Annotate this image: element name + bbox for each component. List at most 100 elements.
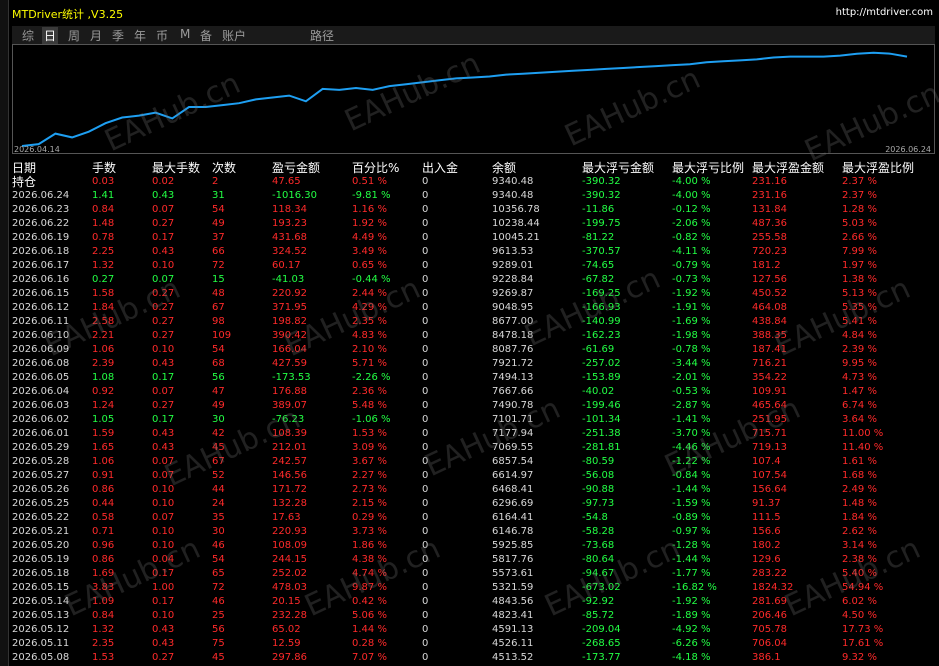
table-cell: 0 bbox=[422, 344, 429, 355]
table-cell: 180.2 bbox=[752, 540, 781, 551]
table-cell: 127.56 bbox=[752, 274, 787, 285]
row-date: 2026.05.11 bbox=[12, 638, 70, 649]
table-cell: 5.06 % bbox=[352, 610, 387, 621]
table-cell: 17.73 % bbox=[842, 624, 884, 635]
table-cell: 30 bbox=[212, 414, 225, 425]
table-cell: 1824.32 bbox=[752, 582, 794, 593]
table-cell: 1.68 % bbox=[842, 470, 877, 481]
table-cell: 9.87 % bbox=[352, 582, 387, 593]
table-cell: 0 bbox=[422, 428, 429, 439]
row-date: 2026.05.08 bbox=[12, 652, 70, 663]
table-cell: -0.82 % bbox=[672, 232, 711, 243]
table-cell: -56.08 bbox=[582, 470, 615, 481]
table-cell: -199.46 bbox=[582, 400, 621, 411]
table-cell: 30 bbox=[212, 526, 225, 537]
table-cell: 7177.94 bbox=[492, 428, 534, 439]
table-cell: 0.10 bbox=[152, 610, 175, 621]
tab[interactable]: 季 bbox=[112, 29, 125, 43]
table-cell: 6614.97 bbox=[492, 470, 534, 481]
table-cell: 1.69 bbox=[92, 568, 115, 579]
column-header: 百分比% bbox=[352, 161, 400, 175]
row-date: 2026.05.22 bbox=[12, 512, 70, 523]
table-cell: 0 bbox=[422, 358, 429, 369]
row-date: 2026.06.24 bbox=[12, 190, 70, 201]
table-cell: -0.97 % bbox=[672, 526, 711, 537]
table-cell: 0 bbox=[422, 386, 429, 397]
table-cell: -61.69 bbox=[582, 344, 615, 355]
row-date: 2026.06.23 bbox=[12, 204, 70, 215]
table-cell: 8478.18 bbox=[492, 330, 534, 341]
table-cell: 0.29 % bbox=[352, 512, 387, 523]
table-cell: 2.37 % bbox=[842, 190, 877, 201]
table-cell: 252.02 bbox=[272, 568, 307, 579]
table-cell: 54 bbox=[212, 344, 225, 355]
table-cell: 9289.01 bbox=[492, 260, 534, 271]
table-cell: 1.97 % bbox=[842, 260, 877, 271]
table-cell: -1.44 % bbox=[672, 484, 711, 495]
row-date: 2026.06.04 bbox=[12, 386, 70, 397]
table-cell: -80.59 bbox=[582, 456, 615, 467]
table-cell: 17.63 bbox=[272, 512, 301, 523]
table-cell: 48 bbox=[212, 288, 225, 299]
table-cell: -54.8 bbox=[582, 512, 608, 523]
table-cell: 388.35 bbox=[752, 330, 787, 341]
table-cell: -1.92 % bbox=[672, 596, 711, 607]
table-cell: 108.09 bbox=[272, 540, 307, 551]
row-date: 持仓 bbox=[12, 175, 37, 189]
table-cell: 2.35 % bbox=[352, 316, 387, 327]
tab[interactable]: 备 bbox=[200, 29, 213, 43]
table-cell: -16.82 % bbox=[672, 582, 717, 593]
tab[interactable]: 日 bbox=[42, 27, 59, 44]
table-cell: -1016.30 bbox=[272, 190, 317, 201]
table-cell: 0.43 bbox=[152, 190, 175, 201]
table-cell: 3.73 % bbox=[352, 526, 387, 537]
table-cell: -90.88 bbox=[582, 484, 615, 495]
table-cell: 129.6 bbox=[752, 554, 781, 565]
table-cell: 72 bbox=[212, 260, 225, 271]
table-cell: 9048.95 bbox=[492, 302, 534, 313]
tab[interactable]: 账户 bbox=[222, 29, 247, 43]
table-cell: 47 bbox=[212, 386, 225, 397]
table-cell: 11.00 % bbox=[842, 428, 884, 439]
tab[interactable]: M bbox=[180, 27, 191, 41]
tab[interactable]: 综 bbox=[22, 29, 35, 43]
table-cell: 10356.78 bbox=[492, 204, 540, 215]
table-cell: 198.82 bbox=[272, 316, 307, 327]
table-cell: -1.06 % bbox=[352, 414, 391, 425]
row-date: 2026.06.09 bbox=[12, 344, 70, 355]
table-cell: 187.41 bbox=[752, 344, 787, 355]
table-cell: -0.78 % bbox=[672, 344, 711, 355]
row-date: 2026.06.10 bbox=[12, 330, 70, 341]
table-cell: 1.53 bbox=[92, 652, 115, 663]
tab[interactable]: 路径 bbox=[310, 29, 335, 43]
table-cell: 1.84 % bbox=[842, 512, 877, 523]
tab[interactable]: 年 bbox=[134, 29, 147, 43]
tab[interactable]: 周 bbox=[68, 29, 81, 43]
table-cell: -4.00 % bbox=[672, 190, 711, 201]
table-cell: 720.23 bbox=[752, 246, 787, 257]
table-cell: -0.44 % bbox=[352, 274, 391, 285]
table-cell: -173.53 bbox=[272, 372, 311, 383]
table-cell: -3.70 % bbox=[672, 428, 711, 439]
tab[interactable]: 币 bbox=[156, 29, 169, 43]
row-date: 2026.05.18 bbox=[12, 568, 70, 579]
column-header: 次数 bbox=[212, 161, 237, 175]
table-cell: 0 bbox=[422, 456, 429, 467]
table-cell: 0.10 bbox=[152, 498, 175, 509]
column-header: 最大浮盈比例 bbox=[842, 161, 915, 175]
table-cell: 60.17 bbox=[272, 260, 301, 271]
site-link[interactable]: http://mtdriver.com bbox=[835, 7, 933, 18]
table-cell: 181.2 bbox=[752, 260, 781, 271]
table-cell: -1.91 % bbox=[672, 302, 711, 313]
row-date: 2026.06.11 bbox=[12, 316, 70, 327]
table-cell: -257.02 bbox=[582, 358, 621, 369]
table-cell: -268.65 bbox=[582, 638, 621, 649]
row-date: 2026.05.14 bbox=[12, 596, 70, 607]
row-date: 2026.06.15 bbox=[12, 288, 70, 299]
tab[interactable]: 月 bbox=[90, 29, 103, 43]
app-title: MTDriver统计 ,V3.25 bbox=[12, 8, 124, 21]
table-cell: 371.95 bbox=[272, 302, 307, 313]
table-cell: 12.59 bbox=[272, 638, 301, 649]
table-cell: -2.87 % bbox=[672, 400, 711, 411]
table-cell: 0.27 bbox=[152, 316, 175, 327]
